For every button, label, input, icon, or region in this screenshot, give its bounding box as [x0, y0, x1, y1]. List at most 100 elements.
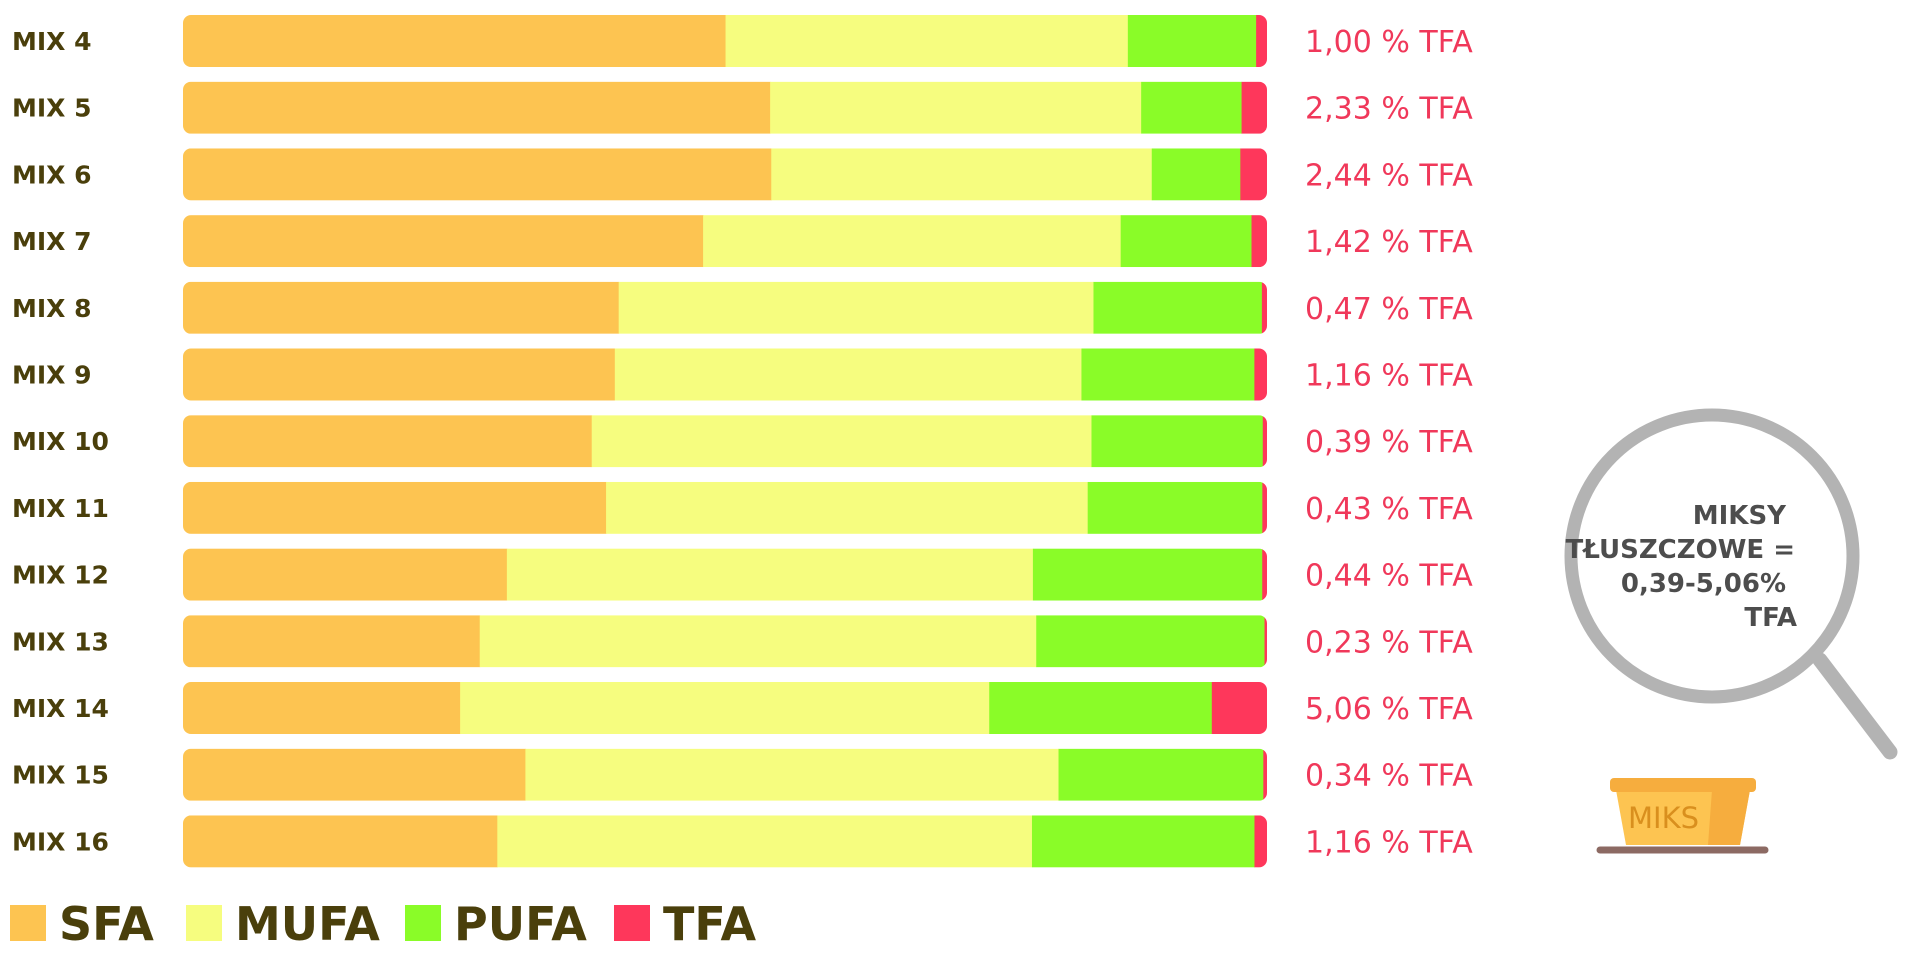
- legend-label-pufa: PUFA: [454, 897, 587, 951]
- tfa-value-label: 1,16 % TFA: [1305, 359, 1473, 394]
- bar-segment-pufa: [1036, 615, 1265, 668]
- bar-segment-pufa: [1031, 815, 1255, 868]
- bar-row: [183, 348, 1267, 401]
- bar-segment-tfa: [1254, 815, 1267, 868]
- bar-row: [183, 748, 1267, 801]
- tub-lid: [1610, 778, 1756, 792]
- bar-segment-tfa: [1261, 281, 1267, 334]
- legend-label-tfa: TFA: [663, 897, 757, 951]
- bar-segment-sfa: [183, 682, 461, 734]
- bar-segment-pufa: [1141, 81, 1243, 134]
- magnifier-handle: [1812, 652, 1898, 760]
- bar-segment-pufa: [1081, 348, 1255, 401]
- bar-row: [183, 81, 1267, 134]
- bar-segment-sfa: [183, 415, 593, 468]
- tfa-value-label: 1,16 % TFA: [1305, 825, 1473, 860]
- bar-segment-pufa: [1127, 15, 1257, 67]
- bar-segment-tfa: [1262, 415, 1267, 468]
- tfa-value-label: 0,39 % TFA: [1305, 425, 1473, 460]
- tfa-value-label: 0,34 % TFA: [1305, 759, 1473, 794]
- bar-segment-tfa: [1262, 548, 1267, 601]
- bars-layer: [183, 15, 1267, 868]
- bar-segment-mufa: [618, 281, 1094, 334]
- bar-segment-mufa: [525, 748, 1060, 801]
- bar-segment-mufa: [725, 15, 1129, 67]
- category-label: MIX 12: [12, 561, 109, 590]
- tub-body-shade: [1708, 790, 1750, 845]
- tfa-value-label: 0,23 % TFA: [1305, 625, 1473, 660]
- bar-segment-tfa: [1263, 748, 1267, 801]
- legend-label-sfa: SFA: [59, 897, 154, 951]
- bar-segment-mufa: [506, 548, 1034, 601]
- bar-segment-tfa: [1254, 348, 1267, 401]
- category-label: MIX 9: [12, 361, 92, 390]
- bar-segment-sfa: [183, 148, 772, 201]
- category-label: MIX 10: [12, 427, 109, 456]
- bar-segment-mufa: [703, 215, 1122, 268]
- margarine-tub-icon: MIKS: [1596, 778, 1769, 854]
- category-label: MIX 16: [12, 827, 109, 856]
- tfa-value-label: 0,43 % TFA: [1305, 492, 1473, 527]
- tfa-value-labels: 1,00 % TFA 2,33 % TFA 2,44 % TFA 1,42 % TFA…: [1305, 25, 1473, 860]
- legend-label-mufa: MUFA: [235, 897, 380, 951]
- bar-segment-pufa: [1093, 281, 1263, 334]
- bar-segment-tfa: [1251, 215, 1267, 268]
- category-label: MIX 7: [12, 227, 92, 256]
- bar-row: [183, 682, 1267, 734]
- category-label: MIX 8: [12, 294, 92, 323]
- bar-segment-sfa: [183, 815, 498, 868]
- bar-segment-sfa: [183, 15, 727, 67]
- tfa-value-label: 0,44 % TFA: [1305, 559, 1473, 594]
- bar-row: [183, 15, 1267, 67]
- callout-text: MIKSY TŁUSZCZOWE = 0,39-5,06% TFA: [1565, 501, 1797, 633]
- bar-segment-sfa: [183, 215, 704, 268]
- category-label: MIX 15: [12, 761, 109, 790]
- tfa-value-label: 5,06 % TFA: [1305, 692, 1473, 727]
- bar-segment-sfa: [183, 481, 607, 534]
- bar-segment-tfa: [1256, 15, 1267, 67]
- bar-segment-tfa: [1241, 81, 1267, 134]
- callout-line-3: 0,39-5,06%: [1621, 569, 1786, 599]
- bar-row: [183, 548, 1267, 601]
- bar-row: [183, 481, 1267, 534]
- category-label: MIX 4: [12, 27, 92, 56]
- bar-segment-pufa: [989, 682, 1213, 734]
- bar-segment-tfa: [1262, 481, 1267, 534]
- category-label: MIX 6: [12, 160, 92, 189]
- legend-swatch-tfa: [614, 905, 650, 941]
- bar-segment-sfa: [183, 748, 526, 801]
- bar-segment-mufa: [591, 415, 1092, 468]
- bar-segment-mufa: [771, 148, 1153, 201]
- callout-line-4: TFA: [1744, 603, 1797, 633]
- bar-segment-mufa: [460, 682, 990, 734]
- bar-segment-sfa: [183, 281, 620, 334]
- bar-segment-sfa: [183, 348, 616, 401]
- bar-segment-tfa: [1264, 615, 1267, 668]
- tfa-value-label: 2,44 % TFA: [1305, 158, 1473, 193]
- bar-row: [183, 281, 1267, 334]
- category-label: MIX 11: [12, 494, 109, 523]
- bar-segment-tfa: [1211, 682, 1267, 734]
- magnifier-icon: [1564, 408, 1898, 760]
- bar-segment-pufa: [1058, 748, 1264, 801]
- tfa-value-label: 2,33 % TFA: [1305, 92, 1473, 127]
- bar-segment-mufa: [497, 815, 1033, 868]
- callout-line-1: MIKSY: [1693, 501, 1787, 531]
- bar-segment-sfa: [183, 548, 508, 601]
- callout-line-2: TŁUSZCZOWE =: [1565, 535, 1795, 565]
- legend: SFA MUFA PUFA TFA: [10, 897, 757, 951]
- legend-swatch-pufa: [405, 905, 441, 941]
- legend-swatch-sfa: [10, 905, 46, 941]
- bar-segment-sfa: [183, 615, 481, 668]
- bar-row: [183, 815, 1267, 868]
- category-label: MIX 5: [12, 94, 92, 123]
- tfa-value-label: 1,00 % TFA: [1305, 25, 1473, 60]
- bar-row: [183, 415, 1267, 468]
- bar-segment-mufa: [770, 81, 1142, 134]
- category-label: MIX 13: [12, 627, 109, 656]
- bar-row: [183, 215, 1267, 268]
- bar-segment-mufa: [479, 615, 1037, 668]
- bar-row: [183, 615, 1267, 668]
- bar-segment-pufa: [1151, 148, 1241, 201]
